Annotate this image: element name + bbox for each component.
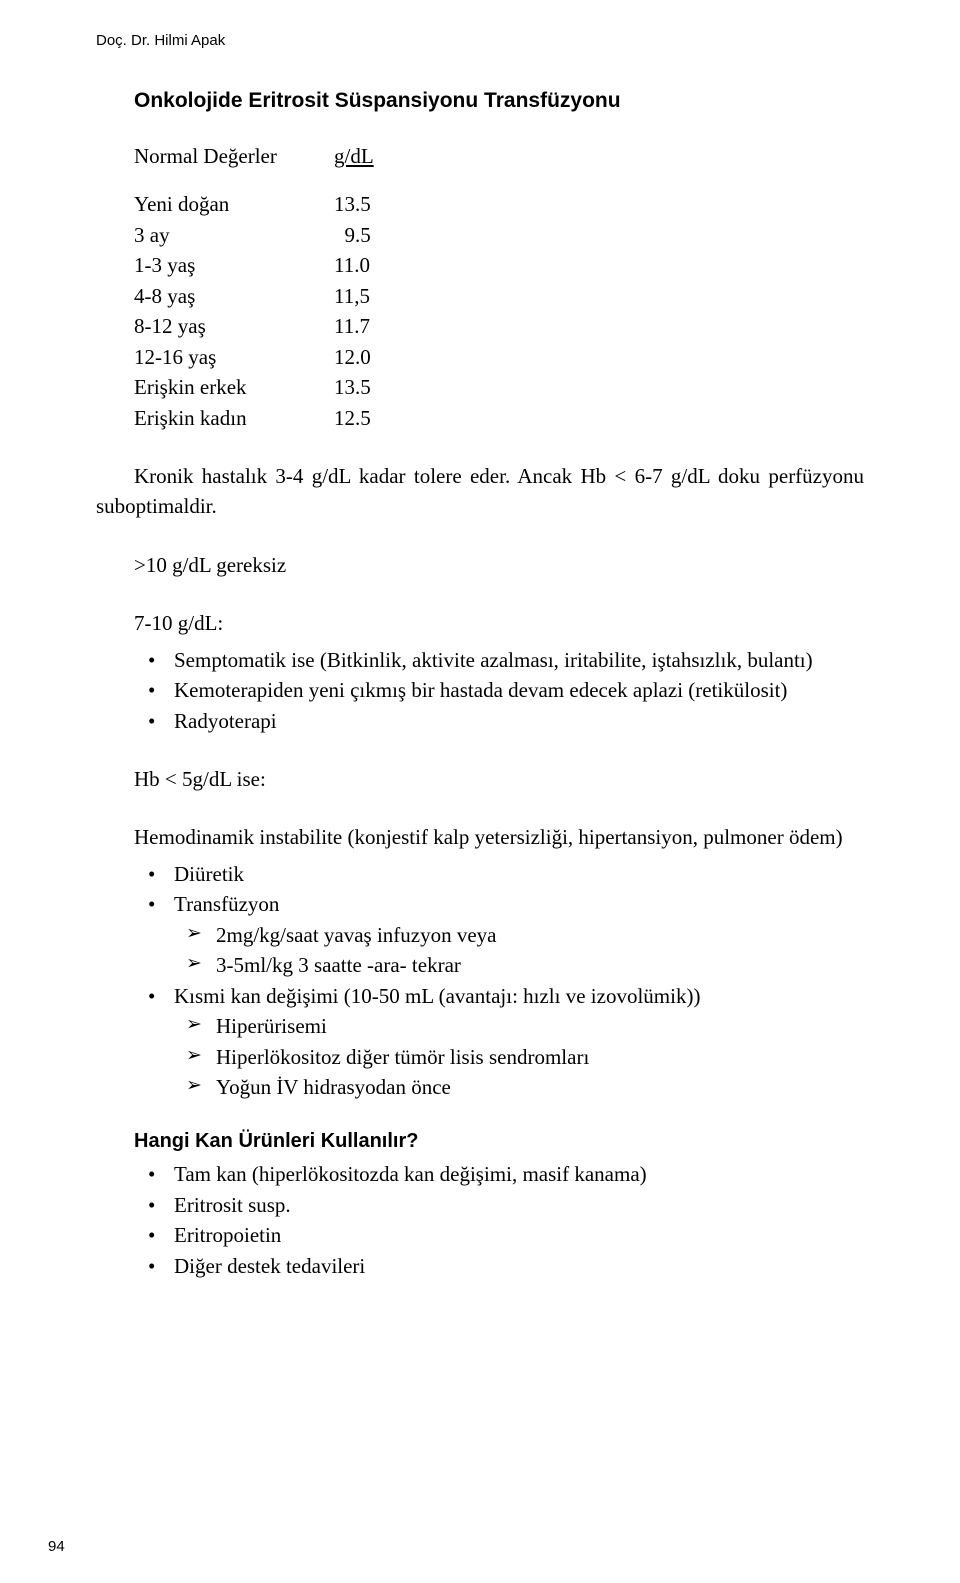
list-item: Yoğun İV hidrasyodan önce	[134, 1072, 864, 1102]
row-val: 11,5	[334, 281, 414, 311]
row-val: 13.5	[334, 372, 414, 402]
list-item: Transfüzyon	[134, 889, 864, 919]
list-item: Eritrosit susp.	[134, 1190, 864, 1220]
table-row: 1-3 yaş 11.0	[134, 250, 864, 280]
list-item: Radyoterapi	[134, 706, 864, 736]
row-label: 12-16 yaş	[134, 342, 334, 372]
list-item: Kısmi kan değişimi (10-50 mL (avantajı: …	[134, 981, 864, 1011]
row-label: Yeni doğan	[134, 189, 334, 219]
list-treatment: Diüretik Transfüzyon 2mg/kg/saat yavaş i…	[134, 859, 864, 1103]
table-header-unit: g/dL	[334, 141, 414, 171]
row-val: 11.7	[334, 311, 414, 341]
list-item: Hiperlökositoz diğer tümör lisis sendrom…	[134, 1042, 864, 1072]
spacer	[134, 171, 864, 189]
list-item: Kemoterapiden yeni çıkmış bir hastada de…	[134, 675, 864, 705]
table-row: Erişkin kadın 12.5	[134, 403, 864, 433]
list-item: Hiperürisemi	[134, 1011, 864, 1041]
list-item: Semptomatik ise (Bitkinlik, aktivite aza…	[134, 645, 864, 675]
paragraph-threshold: Kronik hastalık 3-4 g/dL kadar tolere ed…	[96, 461, 864, 522]
table-header: Normal Değerler g/dL	[134, 141, 864, 171]
row-label: 8-12 yaş	[134, 311, 334, 341]
row-label: 1-3 yaş	[134, 250, 334, 280]
row-val: 11.0	[334, 250, 414, 280]
table-row: Erişkin erkek 13.5	[134, 372, 864, 402]
page-title: Onkolojide Eritrosit Süspansiyonu Transf…	[134, 89, 864, 113]
row-label: 3 ay	[134, 220, 334, 250]
normal-values-table: Normal Değerler g/dL Yeni doğan 13.5 3 a…	[134, 141, 864, 433]
table-row: 4-8 yaş 11,5	[134, 281, 864, 311]
row-val: 12.0	[334, 342, 414, 372]
table-header-label: Normal Değerler	[134, 141, 334, 171]
table-row: 12-16 yaş 12.0	[134, 342, 864, 372]
paragraph-hemodynamic: Hemodinamik instabilite (konjestif kalp …	[96, 822, 864, 852]
list-item: Eritropoietin	[134, 1220, 864, 1250]
row-label: 4-8 yaş	[134, 281, 334, 311]
list-item: Diğer destek tedavileri	[134, 1251, 864, 1281]
document-page: Doç. Dr. Hilmi Apak Onkolojide Eritrosit…	[0, 0, 960, 1349]
list-710: Semptomatik ise (Bitkinlik, aktivite aza…	[134, 645, 864, 736]
row-val: 13.5	[334, 189, 414, 219]
list-item: Diüretik	[134, 859, 864, 889]
list-products: Tam kan (hiperlökositozda kan değişimi, …	[134, 1159, 864, 1281]
list-item: Tam kan (hiperlökositozda kan değişimi, …	[134, 1159, 864, 1189]
page-number: 94	[48, 1538, 65, 1555]
row-val: 9.5	[334, 220, 414, 250]
list-item: 3-5ml/kg 3 saatte -ara- tekrar	[134, 950, 864, 980]
paragraph-unnecessary: >10 g/dL gereksiz	[134, 550, 864, 580]
section-hb5: Hb < 5g/dL ise:	[134, 764, 864, 794]
row-label: Erişkin erkek	[134, 372, 334, 402]
table-row: 8-12 yaş 11.7	[134, 311, 864, 341]
table-row: 3 ay 9.5	[134, 220, 864, 250]
list-item: 2mg/kg/saat yavaş infuzyon veya	[134, 920, 864, 950]
author-line: Doç. Dr. Hilmi Apak	[96, 32, 864, 49]
section-710: 7-10 g/dL:	[134, 608, 864, 638]
table-row: Yeni doğan 13.5	[134, 189, 864, 219]
subheading-products: Hangi Kan Ürünleri Kullanılır?	[134, 1130, 864, 1153]
row-label: Erişkin kadın	[134, 403, 334, 433]
row-val: 12.5	[334, 403, 414, 433]
